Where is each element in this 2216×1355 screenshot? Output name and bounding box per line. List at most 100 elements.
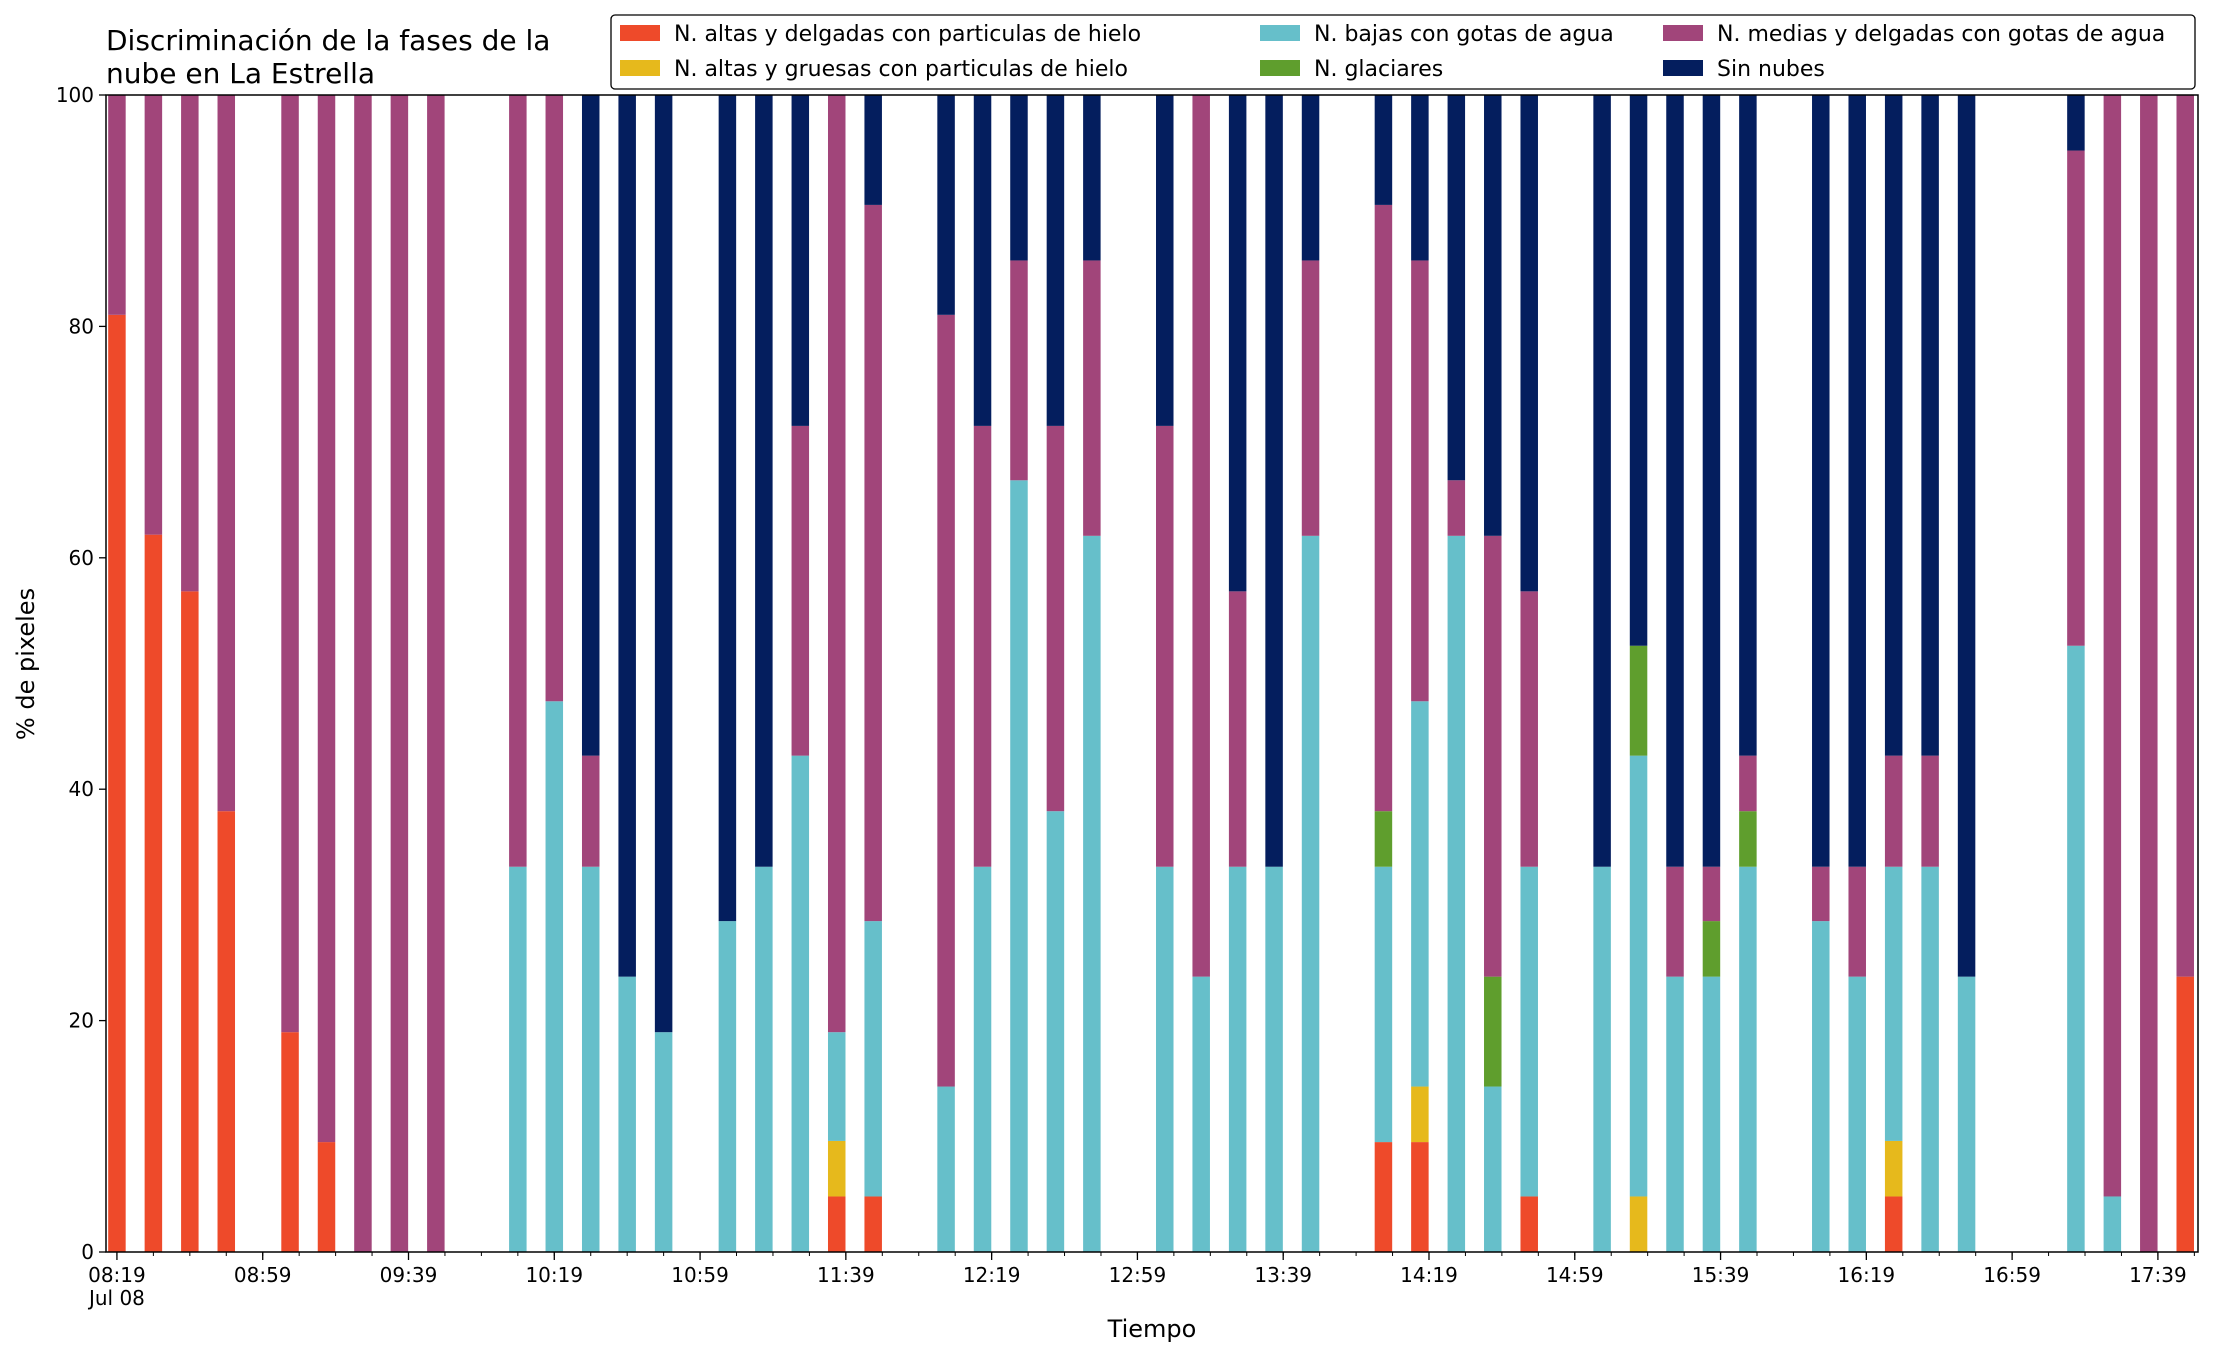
bar-segment (827, 1032, 846, 1141)
bar-segment (2103, 95, 2122, 1197)
bar-segment (1010, 480, 1028, 1252)
bar-segment (1921, 866, 1939, 1252)
bar-segment (791, 425, 810, 756)
legend-swatch (620, 60, 660, 76)
bar-segment (1301, 260, 1320, 536)
bar-segment (281, 1032, 299, 1252)
bar-segment (1739, 95, 1757, 756)
bar-segment (1156, 866, 1174, 1252)
bar-segment (217, 95, 236, 812)
bar-stack (354, 95, 372, 1252)
legend-item: Sin nubes (1663, 57, 1825, 82)
x-tick-label: 14:59 (1546, 1263, 1604, 1287)
bar-stack (973, 95, 992, 1252)
bar-stack (827, 95, 846, 1252)
bar-segment (1228, 95, 1247, 592)
legend-swatch (1260, 60, 1300, 76)
bar-stack (618, 95, 636, 1252)
bar-segment (937, 314, 955, 1087)
bar-segment (1083, 260, 1101, 536)
bar-stack (1447, 95, 1466, 1252)
bar-segment (1739, 866, 1757, 1252)
bar-segment (1848, 95, 1866, 867)
bar-stack (1156, 95, 1174, 1252)
bar-segment (1484, 976, 1502, 1087)
bar-segment (545, 95, 564, 702)
bar-segment (1739, 755, 1757, 812)
x-tick-label: 12:59 (1109, 1263, 1167, 1287)
legend-item: N. bajas con gotas de agua (1260, 22, 1614, 47)
bar-segment (1374, 95, 1393, 205)
legend-swatch (1663, 25, 1703, 41)
bar-segment (755, 95, 773, 867)
bar-stack (1702, 95, 1721, 1252)
bar-segment (827, 95, 846, 1033)
bar-stack (1192, 95, 1210, 1252)
bar-segment (1374, 811, 1393, 867)
bar-segment (937, 1086, 955, 1252)
x-tick-label: 08:59 (234, 1263, 292, 1287)
y-tick-label: 20 (69, 1009, 94, 1033)
bar-segment (1921, 755, 1939, 867)
bar-segment (618, 95, 636, 977)
bar-segment (1010, 260, 1028, 481)
x-tick-label: 15:39 (1692, 1263, 1750, 1287)
bar-segment (864, 1196, 882, 1252)
bar-segment (1957, 95, 1976, 977)
bar-segment (1265, 95, 1283, 867)
bar-stack (108, 95, 126, 1253)
y-tick-label: 100 (56, 83, 94, 107)
x-tick-label: 08:19 (88, 1263, 146, 1287)
bar-stack (581, 95, 600, 1252)
bar-stack (1739, 95, 1757, 1252)
bar-segment (1739, 811, 1757, 867)
bar-segment (973, 95, 992, 426)
bar-segment (791, 95, 810, 426)
bar-segment (2067, 95, 2085, 151)
bar-segment (654, 1032, 673, 1252)
bar-stack (1593, 95, 1611, 1252)
y-tick-label: 60 (69, 546, 94, 570)
bar-segment (2067, 645, 2085, 1252)
bar-stack (937, 95, 955, 1252)
bar-stack (864, 95, 882, 1252)
bar-segment (1192, 95, 1210, 977)
bar-segment (1374, 866, 1393, 1143)
bar-stack (1046, 95, 1065, 1252)
legend-item: N. altas y delgadas con particulas de hi… (620, 22, 1141, 47)
bar-stack (545, 95, 564, 1252)
x-tick-label: 17:39 (2129, 1263, 2187, 1287)
bar-stack (1921, 95, 1939, 1252)
bar-segment (1520, 866, 1538, 1197)
bar-segment (509, 866, 527, 1252)
bar-stack (2176, 95, 2194, 1252)
bar-stack (1083, 95, 1101, 1252)
bar-stack (755, 95, 773, 1252)
bar-segment (144, 95, 163, 535)
bar-segment (755, 866, 773, 1252)
bar-stack (2140, 95, 2158, 1252)
legend-item: N. medias y delgadas con gotas de agua (1663, 22, 2165, 47)
bar-segment (581, 866, 600, 1252)
bar-segment (509, 95, 527, 867)
bar-segment (1484, 95, 1502, 536)
bar-segment (827, 1140, 846, 1197)
bar-segment (1411, 95, 1429, 261)
bar-segment (581, 755, 600, 867)
y-tick-label: 40 (69, 777, 94, 801)
bar-segment (1156, 425, 1174, 867)
bar-stack (1411, 95, 1429, 1252)
x-tick-label: 14:19 (1400, 1263, 1458, 1287)
bar-stack (390, 95, 409, 1252)
bar-segment (1702, 921, 1721, 977)
bar-stack (181, 95, 199, 1252)
bar-segment (1702, 95, 1721, 867)
bar-segment (718, 95, 737, 922)
x-tick-label: 13:39 (1254, 1263, 1312, 1287)
bar-stack (1228, 95, 1247, 1252)
bar-stack (718, 95, 737, 1252)
bar-segment (354, 95, 372, 1252)
x-tick-label: 12:19 (963, 1263, 1021, 1287)
bar-segment (1666, 95, 1684, 867)
